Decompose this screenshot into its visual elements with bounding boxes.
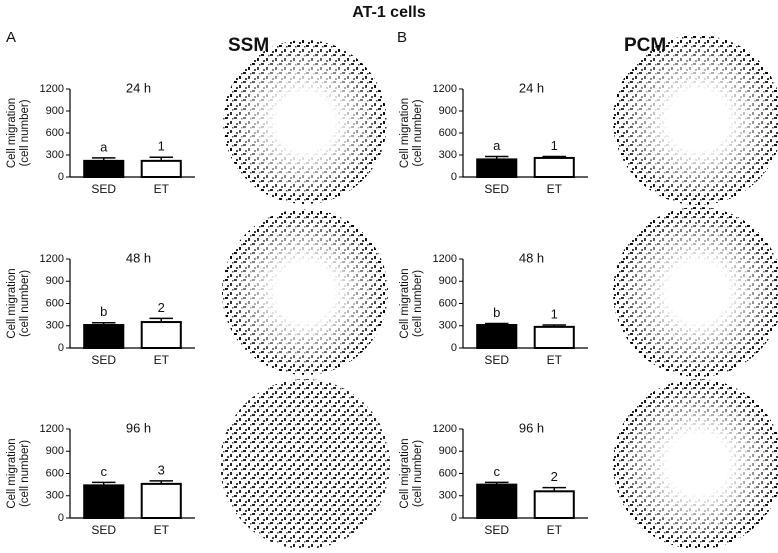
bar-annotation: a [493, 138, 501, 153]
bar [140, 482, 182, 519]
bar-annotation: b [493, 305, 500, 320]
y-tick-label: 300 [439, 490, 457, 502]
micrograph [613, 379, 778, 549]
y-axis-label: (cell number) [19, 440, 31, 507]
y-tick-label: 300 [439, 149, 457, 161]
x-tick-label: ET [154, 523, 170, 537]
x-tick-label: ET [154, 353, 170, 367]
bar [476, 158, 518, 178]
y-tick-label: 600 [46, 127, 64, 139]
x-tick-label: ET [154, 182, 170, 196]
y-axis-label: Cell migration [6, 98, 18, 168]
y-tick-label: 1200 [40, 83, 64, 95]
y-tick-label: 600 [46, 467, 64, 479]
x-tick-label: SED [91, 182, 116, 196]
y-tick-label: 900 [46, 275, 64, 287]
bar-annotation: 1 [158, 139, 165, 154]
panel-label: B [397, 29, 407, 46]
y-axis-label: Cell migration [399, 438, 411, 508]
y-tick-label: 900 [439, 275, 457, 287]
y-tick-label: 1200 [433, 423, 457, 435]
y-tick-label: 0 [58, 342, 64, 354]
bar [533, 156, 575, 178]
y-axis-label: Cell migration [6, 268, 18, 338]
y-tick-label: 0 [58, 512, 64, 524]
y-tick-label: 1200 [433, 83, 457, 95]
y-tick-label: 600 [439, 127, 457, 139]
chart-title: 96 h [126, 420, 151, 435]
bar [83, 324, 125, 349]
bar-annotation: c [494, 464, 501, 479]
y-tick-label: 600 [46, 297, 64, 309]
chart-title: 24 h [519, 80, 544, 95]
y-tick-label: 0 [451, 171, 457, 183]
micrograph [222, 209, 388, 375]
x-tick-label: SED [484, 353, 509, 367]
y-tick-label: 900 [46, 105, 64, 117]
x-tick-label: ET [547, 353, 563, 367]
y-tick-label: 0 [451, 512, 457, 524]
y-tick-label: 0 [451, 342, 457, 354]
micrograph [613, 35, 778, 205]
y-tick-label: 300 [46, 320, 64, 332]
y-axis-label: Cell migration [399, 268, 411, 338]
bar-annotation: 2 [551, 469, 558, 484]
y-axis-label: Cell migration [399, 98, 411, 168]
y-tick-label: 600 [439, 297, 457, 309]
x-tick-label: SED [484, 523, 509, 537]
y-tick-label: 600 [439, 467, 457, 479]
x-tick-label: SED [91, 353, 116, 367]
bar [140, 159, 182, 179]
y-axis-label: (cell number) [19, 270, 31, 337]
x-tick-label: SED [91, 523, 116, 537]
y-tick-label: 1200 [433, 253, 457, 265]
y-tick-label: 300 [46, 490, 64, 502]
x-tick-label: ET [547, 523, 563, 537]
y-axis-label: (cell number) [412, 440, 424, 507]
bar-annotation: 1 [551, 306, 558, 321]
y-tick-label: 1200 [40, 253, 64, 265]
bar [476, 483, 518, 519]
bar [140, 321, 182, 349]
y-axis-label: (cell number) [412, 270, 424, 337]
figure-title: AT-1 cells [352, 4, 426, 21]
x-tick-label: SED [484, 182, 509, 196]
micrograph [613, 207, 778, 377]
y-tick-label: 900 [439, 445, 457, 457]
bar-annotation: b [100, 304, 107, 319]
y-tick-label: 900 [439, 105, 457, 117]
y-tick-label: 300 [46, 149, 64, 161]
y-axis-label: (cell number) [19, 99, 31, 166]
bar [476, 324, 518, 349]
y-tick-label: 0 [58, 171, 64, 183]
panel-label: A [6, 29, 16, 46]
bar-annotation: 1 [551, 138, 558, 153]
micrograph [220, 379, 390, 549]
x-tick-label: ET [547, 182, 563, 196]
y-axis-label: Cell migration [6, 438, 18, 508]
chart-title: 48 h [519, 250, 544, 265]
bar [533, 490, 575, 519]
bar [533, 325, 575, 349]
chart-title: 48 h [126, 250, 151, 265]
panel-title: SSM [228, 35, 269, 56]
micrographs [220, 35, 778, 549]
chart-title: 24 h [126, 80, 151, 95]
bar [83, 484, 125, 520]
bar [83, 159, 125, 179]
y-axis-label: (cell number) [412, 99, 424, 166]
chart-title: 96 h [519, 420, 544, 435]
bar-annotation: 2 [158, 300, 165, 315]
bar-annotation: c [101, 464, 108, 479]
y-tick-label: 300 [439, 320, 457, 332]
bar-annotation: 3 [158, 462, 165, 477]
y-tick-label: 900 [46, 445, 64, 457]
bar-annotation: a [100, 139, 108, 154]
y-tick-label: 1200 [40, 423, 64, 435]
micrograph [223, 40, 387, 204]
